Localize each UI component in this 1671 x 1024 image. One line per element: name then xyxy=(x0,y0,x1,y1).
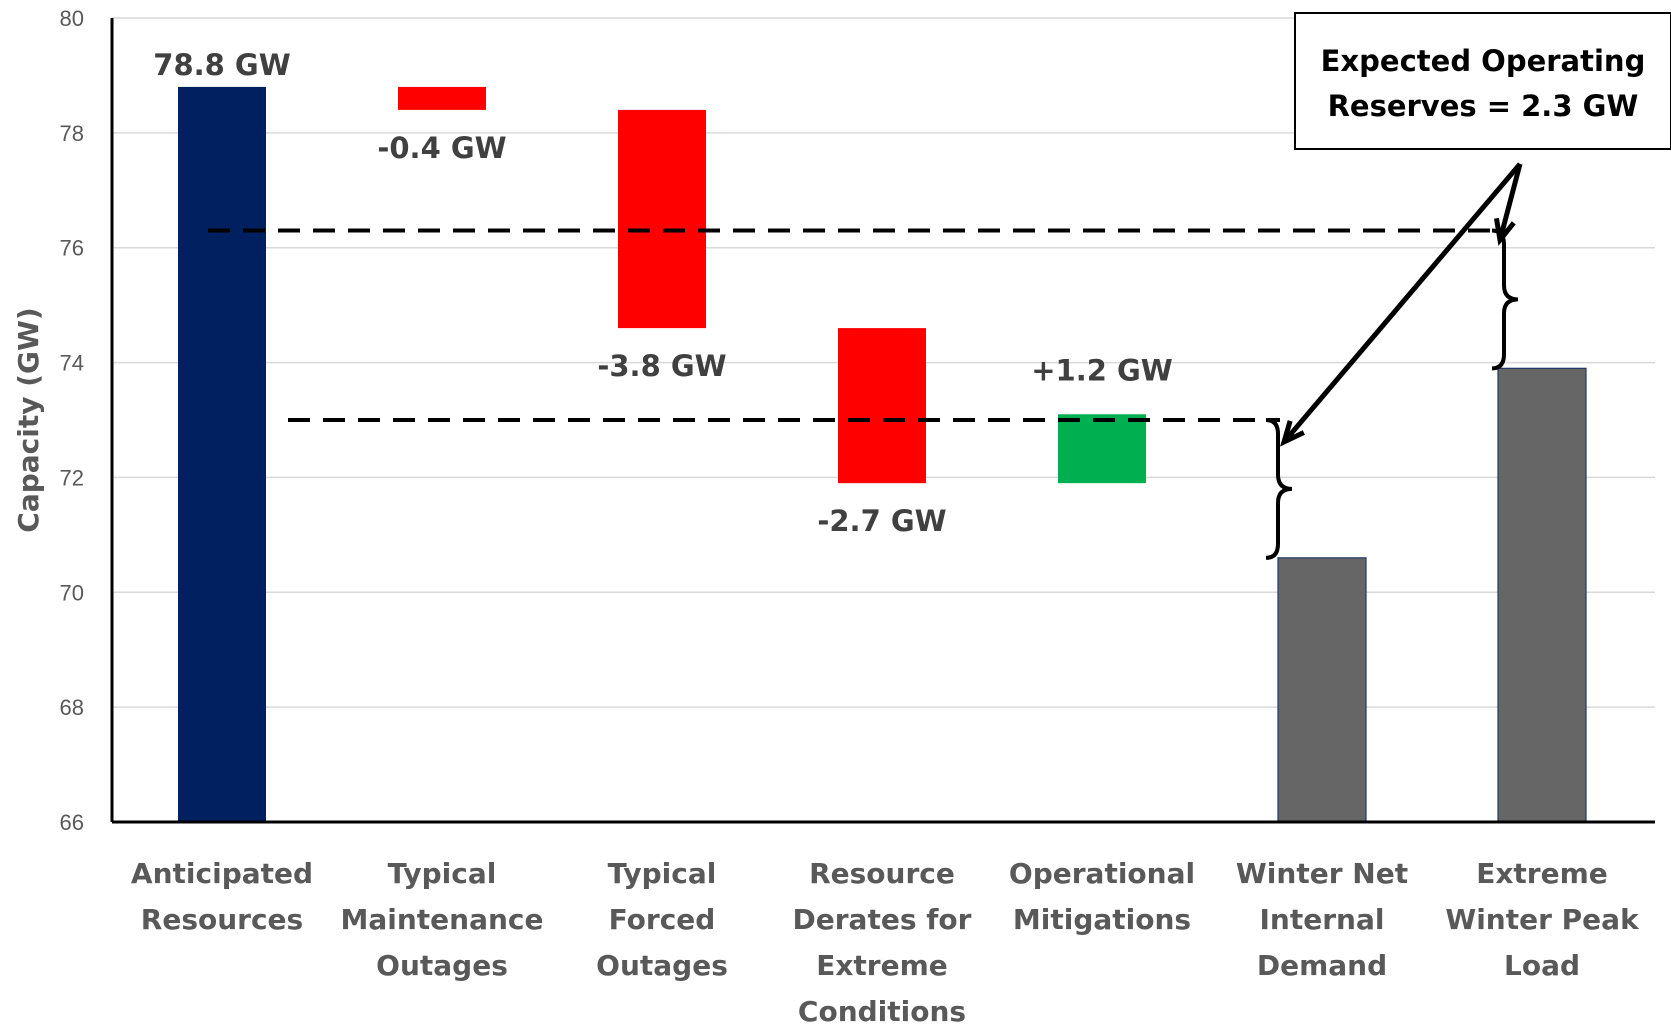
y-tick-label: 80 xyxy=(60,6,84,31)
category-label: Anticipated Resources xyxy=(131,857,313,936)
bar-total xyxy=(1497,367,1587,823)
axes xyxy=(110,18,1655,824)
category-label: Operational Mitigations xyxy=(1009,857,1195,936)
data-label: -0.4 GW xyxy=(377,131,506,165)
data-label: 78.8 GW xyxy=(153,48,290,82)
bar-total xyxy=(178,86,266,822)
y-tick-label: 76 xyxy=(60,236,84,261)
brace-extreme-load xyxy=(1491,228,1519,371)
reserves-annotation: Expected Operating Reserves = 2.3 GW xyxy=(208,12,1671,560)
data-labels: 78.8 GW -0.4 GW -3.8 GW -2.7 GW +1.2 GW xyxy=(153,48,1173,538)
bar-decrease xyxy=(838,328,926,484)
callout-box xyxy=(1294,12,1671,150)
y-tick-label: 70 xyxy=(60,580,84,605)
bar-increase xyxy=(1058,414,1146,484)
data-label: -3.8 GW xyxy=(597,349,726,383)
category-labels: Anticipated Resources Typical Maintenance Ou… xyxy=(131,857,1640,1024)
arrow-to-upper-brace-head xyxy=(1493,217,1516,246)
y-tick-label: 74 xyxy=(60,351,84,376)
arrow-to-lower-brace xyxy=(1282,162,1522,444)
bar-decrease xyxy=(398,86,486,110)
y-tick-label: 66 xyxy=(60,810,84,835)
data-label: +1.2 GW xyxy=(1031,353,1173,387)
callout-text: Expected Operating Reserves = 2.3 GW xyxy=(1321,44,1646,123)
category-label: Extreme Winter Peak Load xyxy=(1445,857,1640,982)
y-tick-label: 68 xyxy=(60,695,84,720)
category-label: Typical Maintenance Outages xyxy=(340,857,543,982)
brace-net-demand xyxy=(1265,418,1293,560)
data-label: -2.7 GW xyxy=(817,504,946,538)
category-label: Typical Forced Outages xyxy=(596,857,728,982)
bar-decrease xyxy=(618,109,706,329)
arrow-to-lower-brace-head xyxy=(1280,420,1305,447)
y-tick-label: 72 xyxy=(60,465,84,490)
y-tick-labels: 66 68 70 72 74 76 78 80 xyxy=(60,6,84,835)
arrow-to-upper-brace xyxy=(1497,163,1523,241)
bar-total xyxy=(1277,557,1367,823)
category-label: Resource Derates for Extreme Conditions xyxy=(793,857,972,1024)
category-label: Winter Net Internal Demand xyxy=(1236,857,1408,982)
y-axis-label: Capacity (GW) xyxy=(12,307,45,532)
y-tick-label: 78 xyxy=(60,121,84,146)
bars xyxy=(178,86,1587,823)
